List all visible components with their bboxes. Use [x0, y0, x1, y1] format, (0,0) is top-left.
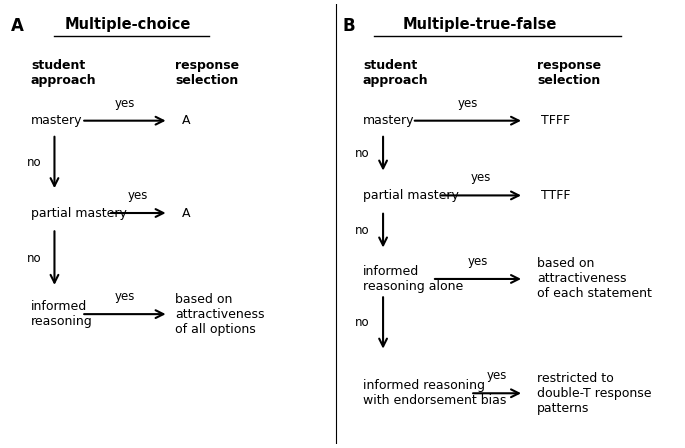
Text: restricted to
double-T response
patterns: restricted to double-T response patterns: [537, 372, 652, 415]
Text: TTFF: TTFF: [540, 189, 570, 202]
Text: A: A: [11, 17, 24, 35]
Text: yes: yes: [128, 189, 149, 202]
Text: informed
reasoning: informed reasoning: [31, 300, 92, 328]
Text: yes: yes: [468, 255, 488, 268]
Text: yes: yes: [487, 369, 508, 382]
Text: mastery: mastery: [31, 114, 82, 127]
Text: no: no: [355, 224, 370, 237]
Text: informed
reasoning alone: informed reasoning alone: [363, 265, 463, 293]
Text: response
selection: response selection: [175, 59, 239, 87]
Text: mastery: mastery: [363, 114, 414, 127]
Text: informed reasoning
with endorsement bias: informed reasoning with endorsement bias: [363, 379, 506, 407]
Text: no: no: [27, 156, 41, 169]
Text: partial mastery: partial mastery: [363, 189, 459, 202]
Text: student
approach: student approach: [31, 59, 97, 87]
Text: A: A: [182, 114, 190, 127]
Text: A: A: [182, 207, 190, 220]
Text: response
selection: response selection: [537, 59, 601, 87]
Text: based on
attractiveness
of each statement: based on attractiveness of each statemen…: [537, 258, 652, 301]
Text: B: B: [342, 17, 356, 35]
Text: yes: yes: [114, 97, 135, 110]
Text: based on
attractiveness
of all options: based on attractiveness of all options: [175, 293, 264, 336]
Text: TFFF: TFFF: [540, 114, 570, 127]
Text: Multiple-choice: Multiple-choice: [65, 17, 191, 32]
Text: no: no: [27, 252, 41, 265]
Text: no: no: [355, 147, 370, 160]
Text: partial mastery: partial mastery: [31, 207, 127, 220]
Text: yes: yes: [114, 290, 135, 303]
Text: student
approach: student approach: [363, 59, 429, 87]
Text: yes: yes: [471, 172, 492, 185]
Text: yes: yes: [458, 97, 478, 110]
Text: no: no: [355, 316, 370, 329]
Text: Multiple-true-false: Multiple-true-false: [403, 17, 558, 32]
